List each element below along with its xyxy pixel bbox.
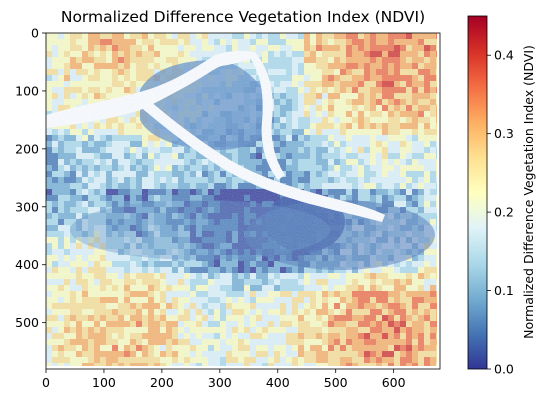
y-axis: 0 100 200 300 400 500: [15, 26, 46, 330]
colorbar-ticks: 0.0 0.1 0.2 0.3 0.4: [487, 48, 514, 377]
colorbar-tick-label: 0.1: [494, 283, 514, 298]
x-tick-label: 200: [150, 375, 174, 390]
x-tick-label: 400: [266, 375, 290, 390]
chart-title: Normalized Difference Vegetation Index (…: [60, 8, 426, 26]
x-tick-label: 500: [324, 375, 348, 390]
x-tick-label: 100: [92, 375, 116, 390]
colorbar-tick-label: 0.2: [494, 205, 514, 220]
y-tick-label: 100: [15, 83, 39, 98]
y-tick-label: 500: [15, 315, 39, 330]
y-tick-label: 400: [15, 257, 39, 272]
colorbar-tick-label: 0.0: [494, 362, 514, 377]
colorbar-tick-label: 0.4: [494, 48, 514, 63]
y-tick-label: 0: [31, 26, 39, 41]
ndvi-heatmap: [46, 33, 440, 369]
x-axis: 0 100 200 300 400 500 600: [42, 369, 406, 390]
x-tick-label: 300: [208, 375, 232, 390]
x-tick-label: 600: [382, 375, 406, 390]
y-tick-label: 200: [15, 141, 39, 156]
colorbar-label: Normalized Difference Vegetation Index (…: [521, 45, 536, 339]
colorbar-frame: [467, 15, 488, 370]
colorbar-tick-label: 0.3: [494, 126, 514, 141]
y-tick-label: 300: [15, 199, 39, 214]
colorbar: [468, 16, 487, 369]
plot-frame: [45, 32, 441, 370]
x-tick-label: 0: [42, 375, 50, 390]
